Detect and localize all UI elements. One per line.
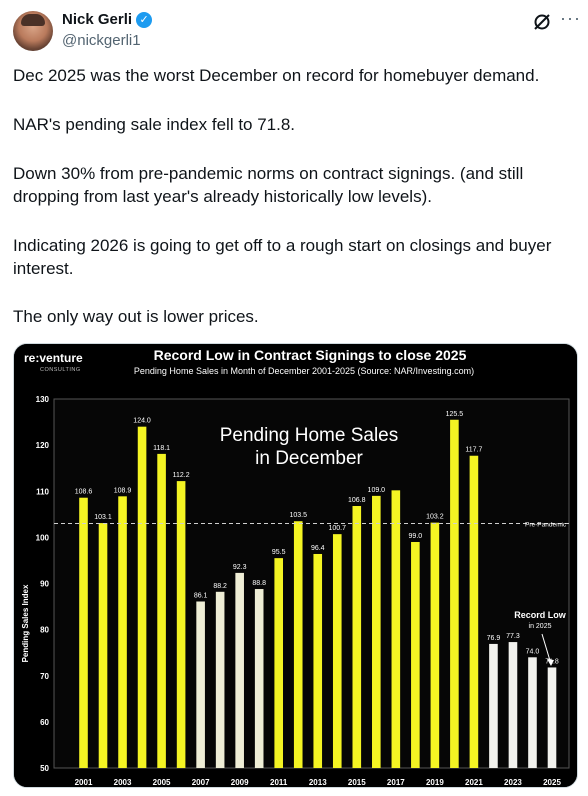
data-label-2012: 103.5 — [289, 512, 307, 519]
author-avatar[interactable] — [13, 11, 53, 51]
x-tick-label: 2019 — [426, 778, 444, 787]
bar-2018 — [411, 541, 420, 768]
y-tick-label: 100 — [36, 533, 50, 542]
data-label-2015: 106.8 — [348, 497, 366, 504]
bar-2015 — [352, 506, 362, 768]
bar-2017 — [391, 490, 401, 768]
bar-2003 — [118, 496, 127, 768]
chart-title: Record Low in Contract Signings to close… — [154, 347, 467, 363]
tweet-paragraph-3: Down 30% from pre-pandemic norms on cont… — [13, 164, 524, 206]
tweet-paragraph-4: Indicating 2026 is going to get off to a… — [13, 236, 552, 278]
annotation-subtitle: in 2025 — [529, 623, 552, 630]
bar-2021 — [469, 455, 479, 768]
brand-logo-sub: CONSULTING — [40, 367, 81, 373]
x-tick-label: 2005 — [153, 778, 171, 787]
x-tick-label: 2017 — [387, 778, 405, 787]
y-tick-label: 60 — [40, 718, 49, 727]
bar-2024 — [528, 657, 537, 768]
pre-pandemic-label: Pre-Pandemic — [525, 522, 567, 529]
bar-2005 — [157, 453, 166, 768]
bar-2020 — [450, 419, 459, 768]
bar-2013 — [313, 553, 323, 768]
data-label-2009: 92.3 — [233, 564, 247, 571]
bar-2025 — [547, 667, 557, 768]
data-label-2005: 118.1 — [153, 445, 170, 452]
chart-image[interactable]: re:venture CONSULTING Record Low in Contra… — [13, 343, 578, 788]
data-label-2010: 88.8 — [252, 580, 266, 587]
bar-2014 — [332, 534, 342, 768]
author-handle[interactable]: @nickgerli1 — [62, 32, 141, 49]
y-tick-label: 130 — [36, 395, 50, 404]
data-label-2003: 108.9 — [114, 487, 132, 494]
data-label-2023: 77.3 — [506, 633, 520, 640]
y-axis-label: Pending Sales Index — [21, 584, 30, 662]
chart-subtitle: Pending Home Sales in Month of December … — [134, 366, 474, 376]
data-label-2020: 125.5 — [446, 411, 464, 418]
data-label-2018: 99.0 — [409, 533, 423, 540]
chart-inner-title-line: in December — [255, 448, 363, 469]
chart-inner-title-line: Pending Home Sales — [220, 425, 399, 446]
annotation-arrow — [541, 633, 552, 665]
data-label-2014: 100.7 — [329, 525, 347, 532]
bar-2008 — [215, 591, 225, 768]
y-tick-label: 80 — [40, 626, 49, 635]
x-tick-label: 2023 — [504, 778, 522, 787]
data-label-2021: 117.7 — [465, 447, 482, 454]
y-tick-label: 110 — [36, 487, 49, 496]
bar-2002 — [98, 523, 108, 768]
x-tick-label: 2021 — [465, 778, 483, 787]
brand-logo: re:venture — [24, 351, 83, 365]
author-name-row: Nick Gerli ✓ — [62, 11, 153, 28]
data-label-2004: 124.0 — [133, 418, 151, 425]
data-label-2022: 76.9 — [487, 635, 501, 642]
x-tick-label: 2025 — [543, 778, 561, 787]
tweet-paragraph-2: NAR's pending sale index fell to 71.8. — [13, 115, 296, 134]
bar-2010 — [254, 589, 264, 768]
verified-badge-icon: ✓ — [136, 11, 153, 28]
x-tick-label: 2009 — [231, 778, 249, 787]
more-options-icon[interactable]: ··· — [560, 8, 581, 28]
x-tick-label: 2011 — [270, 778, 288, 787]
y-tick-label: 90 — [40, 580, 49, 589]
bar-2007 — [196, 601, 205, 768]
bar-2019 — [430, 522, 440, 768]
y-tick-label: 120 — [36, 441, 50, 450]
bar-2004 — [137, 426, 147, 768]
bar-2009 — [235, 572, 244, 768]
y-tick-label: 70 — [40, 672, 49, 681]
grok-icon[interactable] — [532, 12, 552, 32]
data-label-2011: 95.5 — [272, 549, 286, 556]
data-label-2001: 108.6 — [75, 489, 93, 496]
data-label-2007: 86.1 — [194, 592, 208, 599]
data-label-2013: 96.4 — [311, 545, 325, 552]
tweet-paragraph-5: The only way out is lower prices. — [13, 307, 259, 326]
x-tick-label: 2003 — [114, 778, 132, 787]
data-label-2006: 112.2 — [173, 472, 190, 479]
bar-2011 — [274, 558, 284, 768]
data-label-2024: 74.0 — [526, 648, 540, 655]
bar-2016 — [372, 495, 381, 768]
annotation-title: Record Low — [514, 610, 567, 620]
bar-2001 — [79, 497, 88, 768]
tweet-paragraph-1: Dec 2025 was the worst December on recor… — [13, 66, 540, 85]
x-tick-label: 2015 — [348, 778, 366, 787]
data-label-2019: 103.2 — [426, 514, 444, 521]
bar-2006 — [176, 481, 186, 768]
data-label-2016: 109.0 — [368, 487, 386, 494]
y-tick-label: 50 — [40, 764, 49, 773]
x-tick-label: 2007 — [192, 778, 210, 787]
annotation-arrowhead — [547, 659, 554, 666]
pending-sales-chart: re:venture CONSULTING Record Low in Contra… — [14, 344, 577, 787]
bar-2012 — [293, 521, 303, 768]
author-name[interactable]: Nick Gerli — [62, 11, 133, 28]
x-tick-label: 2013 — [309, 778, 327, 787]
bar-2022 — [489, 643, 498, 768]
x-tick-label: 2001 — [75, 778, 93, 787]
data-label-2008: 88.2 — [213, 583, 227, 590]
data-label-2002: 103.1 — [94, 514, 112, 521]
bar-2023 — [508, 642, 518, 768]
